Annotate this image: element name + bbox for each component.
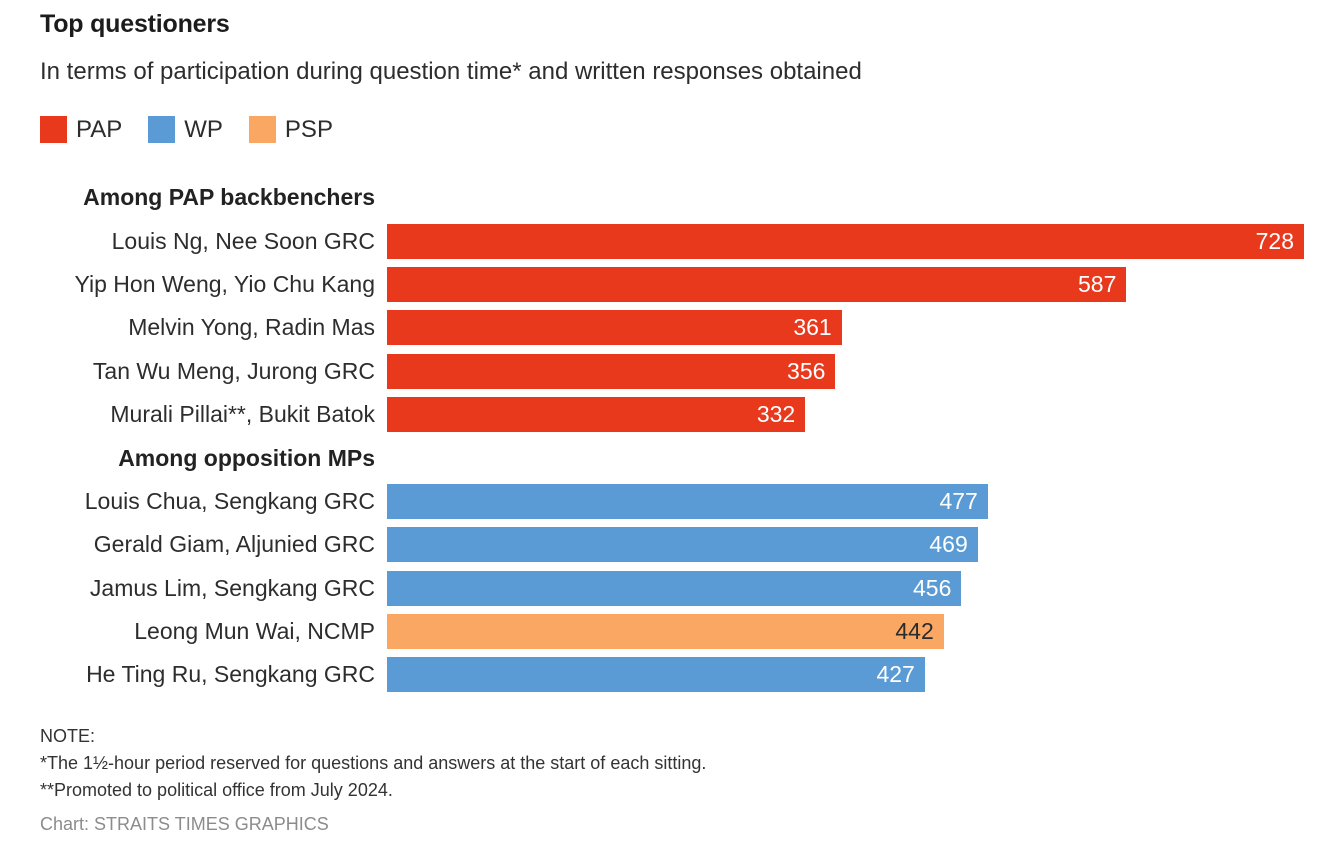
bar-row: Leong Mun Wai, NCMP 442 — [40, 610, 1304, 653]
bar-track: 356 — [387, 353, 1304, 389]
bar-track: 469 — [387, 527, 1304, 563]
bar-row: Louis Ng, Nee Soon GRC 728 — [40, 219, 1304, 262]
bar-wp: 469 — [387, 527, 978, 563]
section-header: Among opposition MPs — [118, 444, 375, 471]
legend-item-psp: PSP — [248, 116, 333, 143]
legend: PAP WP PSP — [40, 116, 1304, 143]
bar-track: 587 — [387, 266, 1304, 302]
chart-credit: Chart: STRAITS TIMES GRAPHICS — [40, 813, 329, 834]
bar-wp: 477 — [387, 483, 988, 519]
legend-swatch-pap-icon — [40, 116, 67, 143]
bar-pap: 728 — [387, 223, 1304, 259]
bar-row-label: Louis Ng, Nee Soon GRC — [111, 227, 375, 254]
bar-value: 469 — [929, 531, 968, 558]
bar-row-label: He Ting Ru, Sengkang GRC — [86, 661, 375, 688]
note-title: NOTE: — [40, 725, 96, 746]
section-header: Among PAP backbenchers — [83, 184, 375, 211]
legend-swatch-wp-icon — [148, 116, 176, 143]
legend-item-pap: PAP — [40, 116, 122, 143]
bar-track: 427 — [387, 657, 1304, 693]
bar-value: 587 — [1078, 270, 1117, 297]
bar-track: 361 — [387, 310, 1304, 346]
bar-pap: 356 — [387, 353, 836, 389]
legend-item-wp: WP — [148, 116, 223, 143]
footer: NOTE: *The 1½-hour period reserved for q… — [40, 723, 1304, 838]
legend-label: PAP — [76, 116, 123, 143]
bar-row-label: Melvin Yong, Radin Mas — [128, 314, 375, 341]
bar-row-label: Murali Pillai**, Bukit Batok — [110, 401, 375, 428]
bar-row-label: Jamus Lim, Sengkang GRC — [89, 574, 375, 601]
section-header-row: Among PAP backbenchers — [40, 176, 1304, 219]
bar-row: He Ting Ru, Sengkang GRC 427 — [40, 653, 1304, 696]
legend-label: WP — [184, 116, 223, 143]
bar-row: Melvin Yong, Radin Mas 361 — [40, 306, 1304, 349]
bar-row-label: Leong Mun Wai, NCMP — [134, 618, 375, 645]
section-header-row: Among opposition MPs — [40, 436, 1304, 479]
bar-value: 332 — [756, 401, 796, 428]
bar-pap: 361 — [387, 310, 842, 346]
bar-row-label: Gerald Giam, Aljunied GRC — [93, 531, 375, 558]
legend-label: PSP — [284, 116, 333, 143]
bar-psp: 442 — [387, 614, 944, 650]
bar-row: Yip Hon Weng, Yio Chu Kang 587 — [40, 263, 1304, 306]
bar-row: Louis Chua, Sengkang GRC 477 — [40, 480, 1304, 523]
chart-subtitle: In terms of participation during questio… — [40, 58, 862, 85]
bar-track: 442 — [387, 614, 1304, 650]
bar-value: 427 — [876, 661, 915, 688]
bar-wp: 427 — [387, 657, 925, 693]
bar-row: Tan Wu Meng, Jurong GRC 356 — [40, 350, 1304, 393]
bar-row: Gerald Giam, Aljunied GRC 469 — [40, 523, 1304, 566]
bar-value: 728 — [1255, 227, 1294, 254]
note-line-1: *The 1½-hour period reserved for questio… — [40, 752, 707, 773]
bar-value: 456 — [913, 574, 952, 601]
bar-track: 477 — [387, 483, 1304, 519]
note-line-2: **Promoted to political office from July… — [40, 779, 393, 800]
bar-track: 456 — [387, 570, 1304, 606]
bar-pap: 587 — [387, 266, 1127, 302]
bar-row-label: Tan Wu Meng, Jurong GRC — [92, 357, 375, 384]
bar-row-label: Yip Hon Weng, Yio Chu Kang — [74, 270, 375, 297]
bar-row-label: Louis Chua, Sengkang GRC — [84, 487, 375, 514]
bar-value: 477 — [939, 487, 978, 514]
bar-track: 728 — [387, 223, 1304, 259]
bar-wp: 456 — [387, 570, 962, 606]
bar-row: Jamus Lim, Sengkang GRC 456 — [40, 567, 1304, 610]
bar-value: 356 — [787, 357, 826, 384]
bar-chart: Among PAP backbenchers Louis Ng, Nee Soon… — [40, 176, 1304, 697]
legend-swatch-psp-icon — [248, 116, 276, 143]
bar-row: Murali Pillai**, Bukit Batok 332 — [40, 393, 1304, 436]
bar-value: 361 — [793, 314, 832, 341]
chart-title: Top questioners — [40, 10, 230, 38]
bar-value: 442 — [895, 618, 934, 645]
bar-pap: 332 — [387, 397, 806, 433]
bar-track: 332 — [387, 397, 1304, 433]
